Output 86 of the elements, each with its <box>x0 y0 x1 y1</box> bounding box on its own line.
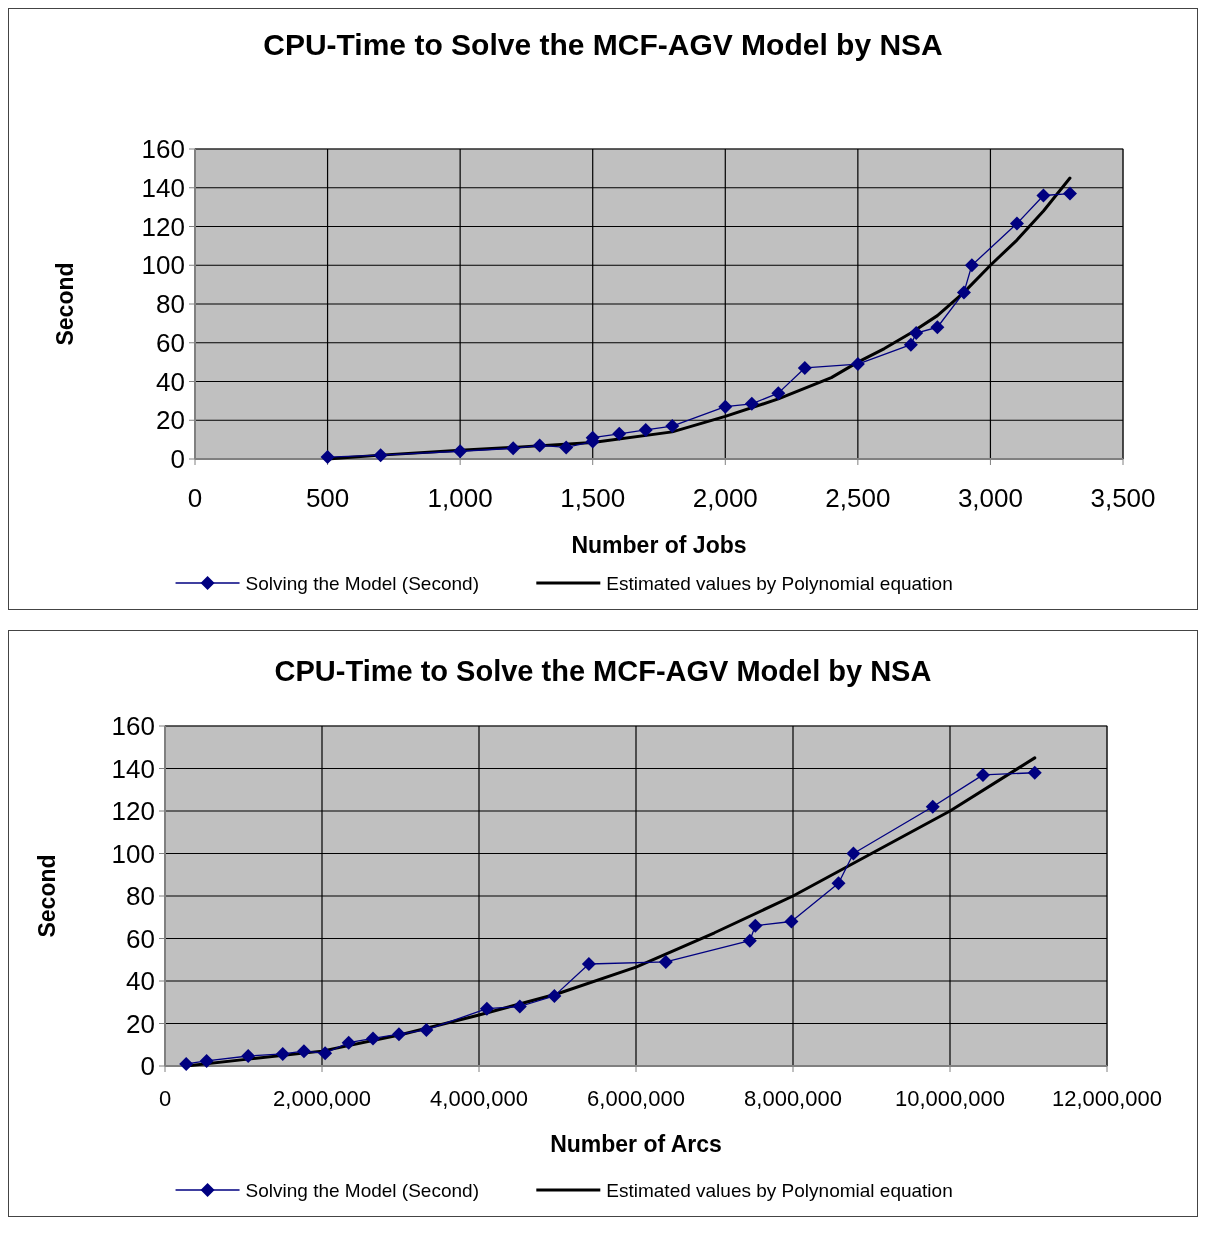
x-tick-label: 1,500 <box>560 483 626 513</box>
x-tick-label: 2,000 <box>692 483 758 513</box>
point <box>658 954 673 969</box>
point <box>797 360 812 375</box>
point <box>547 988 562 1003</box>
point <box>903 337 918 352</box>
point <box>559 440 574 455</box>
point <box>742 933 757 948</box>
y-axis-title: Second <box>52 262 78 346</box>
point <box>179 1056 194 1071</box>
point <box>909 326 924 341</box>
point <box>956 285 971 300</box>
legend-label: Estimated values by Polynomial equation <box>606 572 953 594</box>
y-tick-label: 100 <box>111 838 155 869</box>
point <box>296 1044 311 1059</box>
point <box>506 441 521 456</box>
x-tick-label: 2,500 <box>825 483 891 513</box>
x-tick-label: 4,000,000 <box>430 1086 528 1111</box>
legend-label: Solving the Model (Second) <box>245 572 479 594</box>
point <box>964 258 979 273</box>
y-tick-label: 40 <box>126 966 155 997</box>
point <box>512 999 527 1014</box>
x-tick-label: 3,000 <box>957 483 1023 513</box>
x-axis-title: Number of Arcs <box>550 1131 722 1157</box>
y-tick-label: 40 <box>156 366 185 397</box>
point <box>391 1027 406 1042</box>
point <box>612 426 627 441</box>
x-tick-label: 8,000,000 <box>744 1086 842 1111</box>
point <box>199 1053 214 1068</box>
y-tick-label: 120 <box>141 211 185 242</box>
legend-label: Estimated values by Polynomial equation <box>606 1179 953 1201</box>
point <box>718 399 733 414</box>
x-axis-title: Number of Jobs <box>571 532 747 558</box>
y-tick-label: 80 <box>126 881 155 912</box>
point <box>925 799 940 814</box>
x-tick-label: 1,000 <box>427 483 493 513</box>
x-tick-label: 6,000,000 <box>587 1086 685 1111</box>
x-tick-label: 10,000,000 <box>894 1086 1006 1111</box>
y-tick-label: 80 <box>156 289 185 320</box>
y-tick-label: 140 <box>111 753 155 784</box>
y-tick-label: 100 <box>141 250 185 281</box>
point <box>1009 216 1024 231</box>
y-axis-title: Second <box>34 854 60 938</box>
point <box>744 396 759 411</box>
point <box>581 957 596 971</box>
point <box>419 1022 434 1037</box>
point <box>1062 186 1077 201</box>
y-tick-label: 60 <box>156 327 185 358</box>
point <box>275 1046 290 1061</box>
point <box>241 1049 256 1064</box>
point <box>373 448 388 463</box>
y-tick-label: 160 <box>141 134 185 165</box>
x-tick-label: 12,000,000 <box>1051 1086 1163 1111</box>
point <box>638 422 653 437</box>
y-tick-label: 160 <box>111 711 155 742</box>
x-tick-label: 500 <box>305 483 350 513</box>
point <box>930 320 945 335</box>
point <box>831 876 846 891</box>
y-tick-label: 20 <box>126 1008 155 1039</box>
chart-title: CPU-Time to Solve the MCF-AGV Model by NSA <box>274 655 932 687</box>
y-tick-label: 20 <box>156 405 185 436</box>
y-tick-label: 0 <box>170 444 185 475</box>
x-tick-label: 2,000,000 <box>273 1086 371 1111</box>
x-tick-label: 3,500 <box>1090 483 1156 513</box>
y-tick-label: 0 <box>140 1051 155 1082</box>
point <box>320 450 335 465</box>
point <box>1027 765 1042 780</box>
point <box>771 386 786 401</box>
point <box>748 918 763 933</box>
point <box>846 846 861 861</box>
y-tick-label: 140 <box>141 172 185 203</box>
legend-label: Solving the Model (Second) <box>245 1179 479 1201</box>
point <box>366 1031 381 1046</box>
point <box>1036 188 1051 203</box>
chart-title: CPU-Time to Solve the MCF-AGV Model by NSA <box>263 28 943 61</box>
point <box>453 444 468 459</box>
point <box>341 1035 356 1050</box>
point <box>532 438 547 453</box>
point <box>479 1001 494 1016</box>
point <box>784 914 799 929</box>
point <box>850 357 865 372</box>
y-tick-label: 60 <box>126 923 155 954</box>
point <box>318 1046 333 1061</box>
point <box>665 419 680 434</box>
point <box>975 767 990 782</box>
y-tick-label: 120 <box>111 796 155 827</box>
